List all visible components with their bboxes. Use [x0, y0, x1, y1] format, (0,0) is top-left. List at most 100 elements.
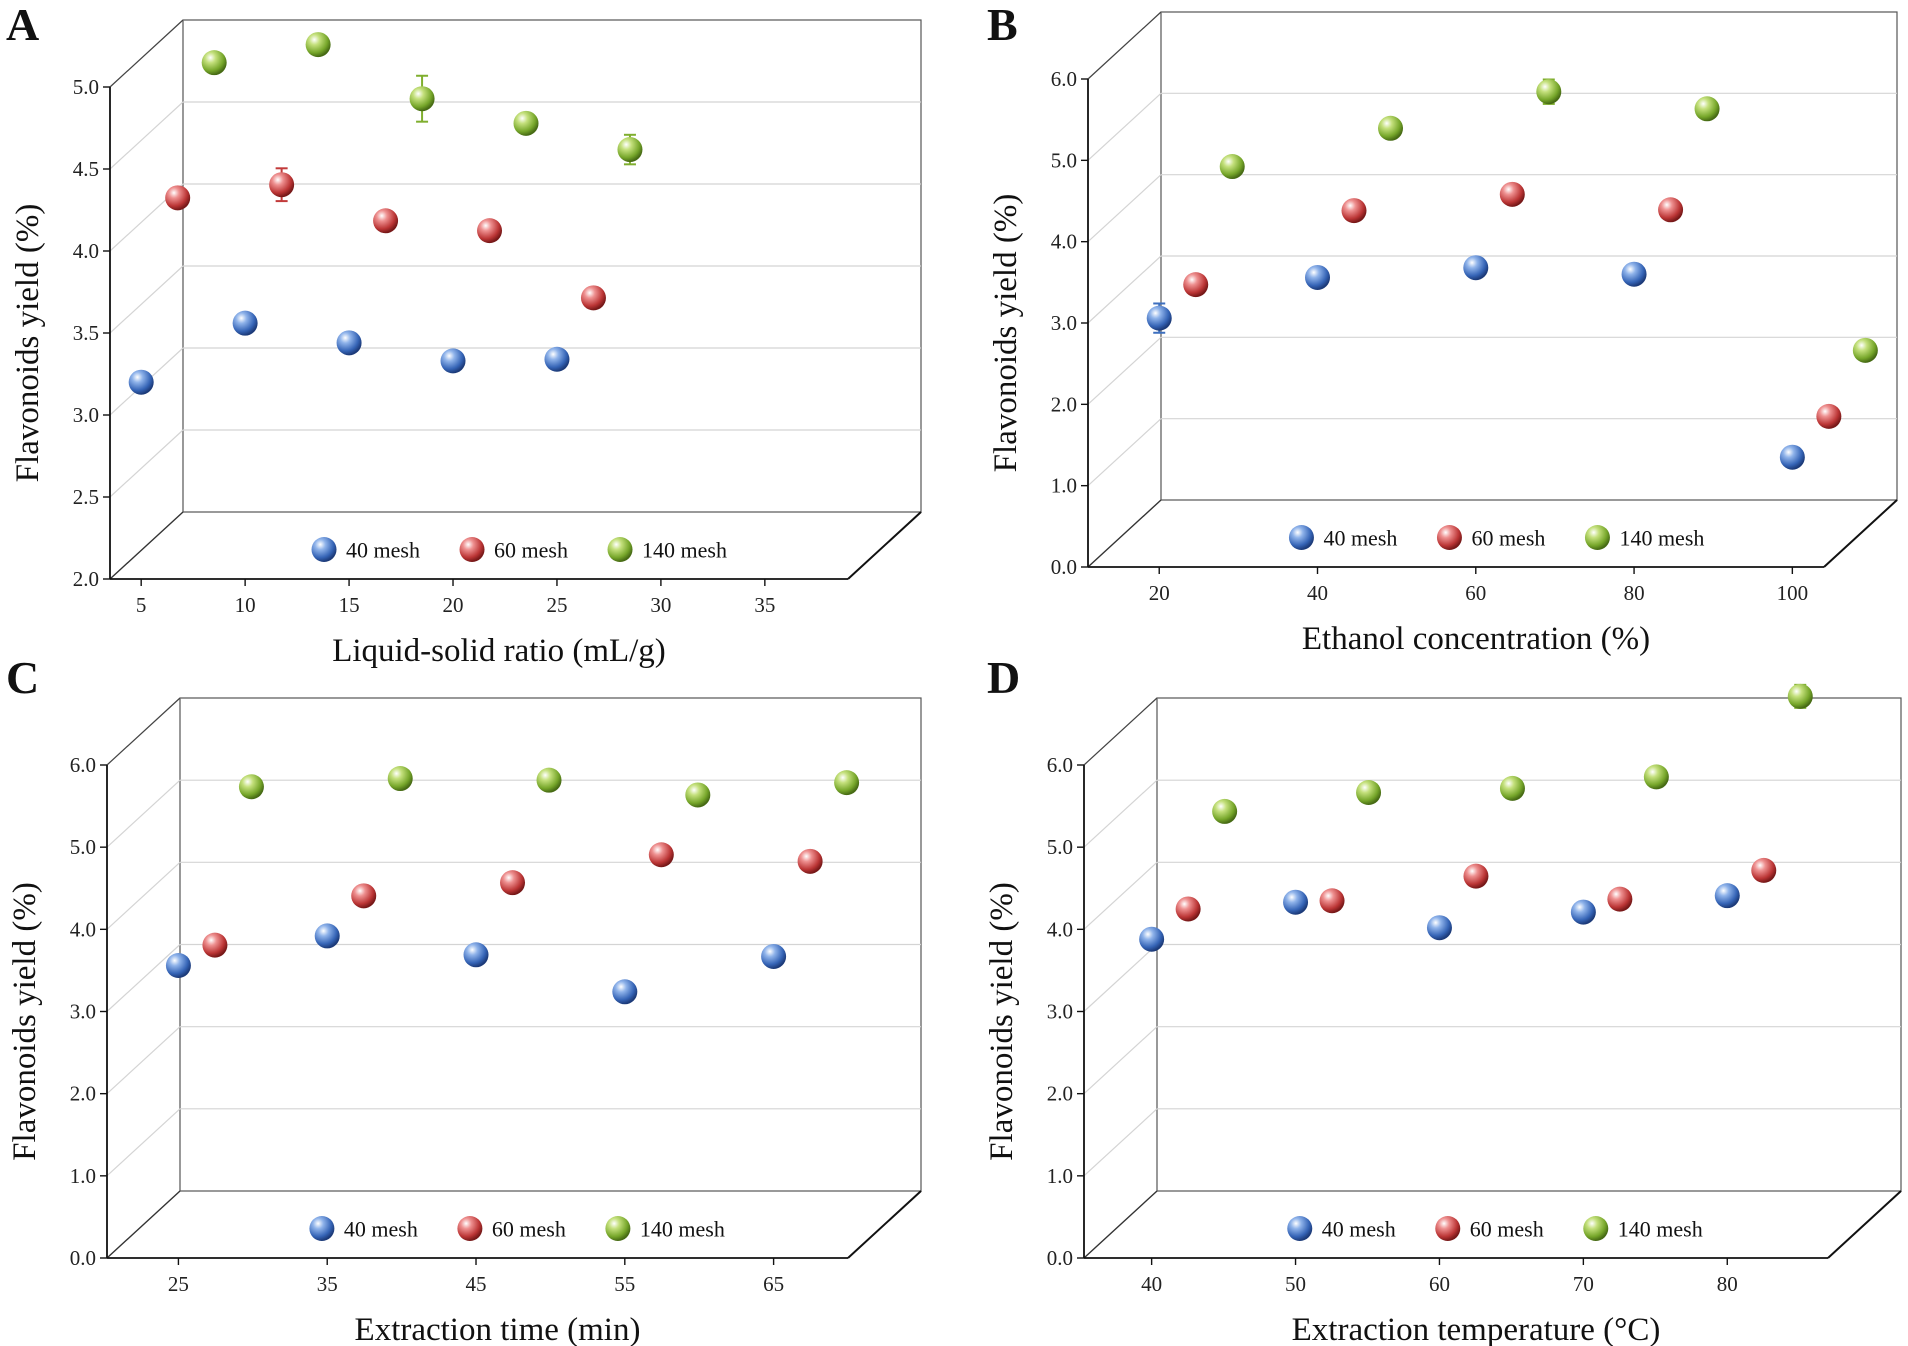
x-tick-label: 80	[1717, 1272, 1738, 1296]
point-60-mesh-45	[500, 870, 526, 896]
point-60-mesh-80	[1658, 197, 1684, 223]
legend-label: 140 mesh	[1618, 1217, 1703, 1242]
point-60-mesh-70	[1607, 886, 1633, 912]
point-40-mesh-45	[463, 942, 489, 968]
point-40-mesh-10	[232, 310, 258, 336]
y-axis-title: Flavonoids yield (%)	[988, 194, 1024, 473]
point-140-mesh-15	[409, 86, 435, 112]
y-tick-label: 3.0	[70, 1000, 96, 1024]
x-tick-label: 65	[763, 1272, 784, 1296]
legend-label: 60 mesh	[1471, 526, 1545, 551]
floor-right-edge	[847, 1190, 922, 1259]
panel-a: 2.0 2.5 3.0 3.5 4.0 4.5 5.0 5 10 15 20 25 30 35 Liquid…	[6, 0, 922, 669]
top-left-edge	[1083, 697, 1158, 766]
point-40-mesh-15	[336, 330, 362, 356]
point-40-mesh-60	[1426, 915, 1452, 941]
point-40-mesh-100	[1779, 444, 1805, 470]
y-tick-label: 3.0	[73, 403, 99, 427]
gridline-wall	[106, 861, 181, 930]
legend-label: 40 mesh	[1322, 1217, 1396, 1242]
legend-label: 140 mesh	[642, 538, 727, 563]
x-tick-label: 70	[1573, 1272, 1594, 1296]
x-axis-title: Extraction time (min)	[355, 1312, 641, 1346]
point-60-mesh-50	[1319, 888, 1345, 914]
floor-right-edge	[1823, 499, 1898, 568]
gridline-wall	[1087, 255, 1162, 324]
point-140-mesh-35	[387, 766, 413, 792]
legend-label: 60 mesh	[494, 538, 568, 563]
y-tick-label: 5.0	[1051, 148, 1077, 172]
point-60-mesh-25	[580, 285, 606, 311]
point-140-mesh-40	[1212, 798, 1238, 824]
point-140-mesh-80	[1787, 683, 1813, 709]
point-140-mesh-20	[513, 110, 539, 136]
point-60-mesh-20	[477, 218, 503, 244]
legend-marker-140-mesh	[607, 537, 633, 562]
x-tick-label: 100	[1777, 581, 1809, 605]
gridline-wall	[106, 1026, 181, 1095]
point-40-mesh-80	[1621, 261, 1647, 287]
panel-b: 0.0 1.0 2.0 3.0 4.0 5.0 6.0 20 40 60 80 100 Ethanol …	[987, 0, 1898, 657]
y-tick-label: 0.0	[1051, 555, 1077, 579]
x-axis-title: Ethanol concentration (%)	[1302, 621, 1650, 657]
point-40-mesh-65	[761, 943, 787, 969]
y-tick-label: 2.0	[73, 567, 99, 591]
legend-label: 40 mesh	[1323, 526, 1397, 551]
panel-d: 0.0 1.0 2.0 3.0 4.0 5.0 6.0 40 50 60 70 80 Extractio…	[984, 652, 1902, 1346]
gridline-wall	[1083, 779, 1158, 848]
point-40-mesh-20	[440, 348, 466, 374]
point-140-mesh-60	[1536, 79, 1562, 105]
legend-marker-40-mesh	[311, 537, 337, 562]
y-tick-label: 4.0	[1047, 917, 1073, 941]
point-40-mesh-5	[128, 369, 154, 395]
floor-right-edge	[847, 511, 922, 580]
floor-right-edge	[1827, 1190, 1902, 1259]
legend-label: 140 mesh	[640, 1217, 725, 1242]
y-tick-label: 5.0	[1047, 835, 1073, 859]
y-tick-label: 5.0	[70, 835, 96, 859]
point-40-mesh-25	[165, 952, 191, 978]
legend-marker-140-mesh	[1584, 525, 1610, 550]
x-tick-label: 5	[136, 593, 147, 617]
point-140-mesh-65	[834, 770, 860, 796]
point-60-mesh-25	[202, 932, 228, 958]
y-tick-label: 3.0	[1051, 311, 1077, 335]
point-140-mesh-5	[201, 50, 227, 76]
y-tick-label: 4.0	[73, 239, 99, 263]
floor-left-edge	[106, 1190, 181, 1259]
gridline-wall	[1083, 944, 1158, 1012]
y-tick-label: 2.0	[1051, 392, 1077, 416]
point-40-mesh-40	[1139, 926, 1165, 952]
point-140-mesh-55	[685, 782, 711, 808]
legend-label: 60 mesh	[492, 1217, 566, 1242]
point-60-mesh-10	[269, 172, 295, 198]
x-tick-label: 15	[339, 593, 360, 617]
x-tick-label: 80	[1624, 581, 1645, 605]
y-tick-label: 6.0	[70, 753, 96, 777]
legend-marker-60-mesh	[1436, 525, 1462, 550]
gridline-wall	[109, 429, 184, 498]
x-tick-label: 35	[317, 1272, 338, 1296]
x-tick-label: 20	[443, 593, 464, 617]
floor-left-edge	[1083, 1190, 1158, 1259]
gridline-wall	[1087, 336, 1162, 405]
legend-label: 60 mesh	[1470, 1217, 1544, 1242]
legend-marker-40-mesh	[1288, 525, 1314, 550]
gridline-wall	[1083, 1108, 1158, 1177]
x-tick-label: 25	[546, 593, 567, 617]
point-60-mesh-100	[1816, 403, 1842, 429]
y-axis-title: Flavonoids yield (%)	[10, 204, 46, 483]
point-60-mesh-5	[165, 185, 191, 211]
y-tick-label: 5.0	[73, 75, 99, 99]
legend-label: 40 mesh	[344, 1217, 418, 1242]
y-tick-label: 3.0	[1047, 1000, 1073, 1024]
y-tick-label: 6.0	[1047, 753, 1073, 777]
x-axis-title: Extraction temperature (°C)	[1292, 1312, 1661, 1346]
gridline-wall	[1087, 418, 1162, 487]
point-40-mesh-70	[1570, 899, 1596, 925]
legend-marker-60-mesh	[457, 1216, 483, 1241]
point-140-mesh-100	[1852, 337, 1878, 363]
legend-label: 40 mesh	[346, 538, 420, 563]
gridline-wall	[106, 944, 181, 1012]
point-140-mesh-25	[617, 137, 643, 163]
